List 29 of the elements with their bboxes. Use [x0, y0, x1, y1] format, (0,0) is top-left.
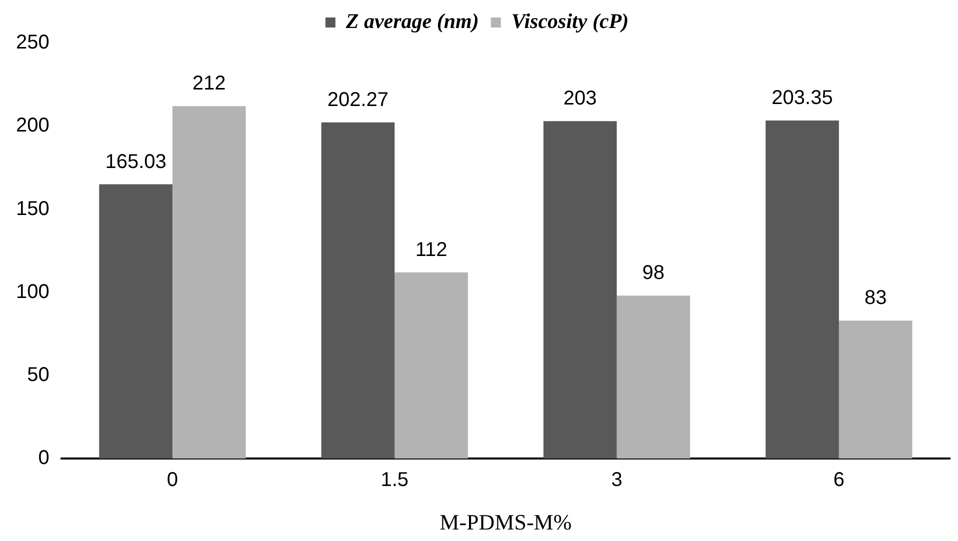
x-tick-label: 1.5 — [380, 469, 409, 492]
legend-label: Z average (nm) — [344, 8, 479, 33]
bar — [321, 122, 395, 459]
y-tick-label: 250 — [16, 32, 50, 54]
y-tick-label: 150 — [16, 198, 50, 220]
x-tick-label: 3 — [611, 469, 622, 492]
y-tick-label: 50 — [27, 364, 50, 386]
data-label: 83 — [864, 287, 887, 310]
data-label: 203 — [563, 88, 597, 110]
x-tick-label: 6 — [833, 469, 844, 492]
bar — [172, 106, 246, 459]
bar — [838, 320, 912, 459]
data-label: 112 — [415, 238, 448, 261]
bar — [394, 272, 468, 459]
x-tick-label: 0 — [166, 469, 178, 492]
data-label: 202.27 — [327, 88, 389, 111]
data-label: 203.35 — [772, 87, 833, 110]
y-tick-label: 100 — [16, 280, 50, 303]
data-label: 165.03 — [105, 150, 166, 173]
bar — [99, 184, 172, 459]
legend-label: Viscosity (cP) — [511, 8, 629, 33]
bar — [543, 121, 617, 459]
bar — [616, 296, 690, 459]
bar — [766, 120, 839, 459]
y-tick-label: 200 — [16, 114, 50, 137]
data-label: 98 — [642, 262, 665, 284]
y-tick-label: 0 — [38, 447, 50, 470]
data-label: 212 — [192, 72, 226, 95]
x-axis-title: M-PDMS-M% — [440, 510, 572, 535]
